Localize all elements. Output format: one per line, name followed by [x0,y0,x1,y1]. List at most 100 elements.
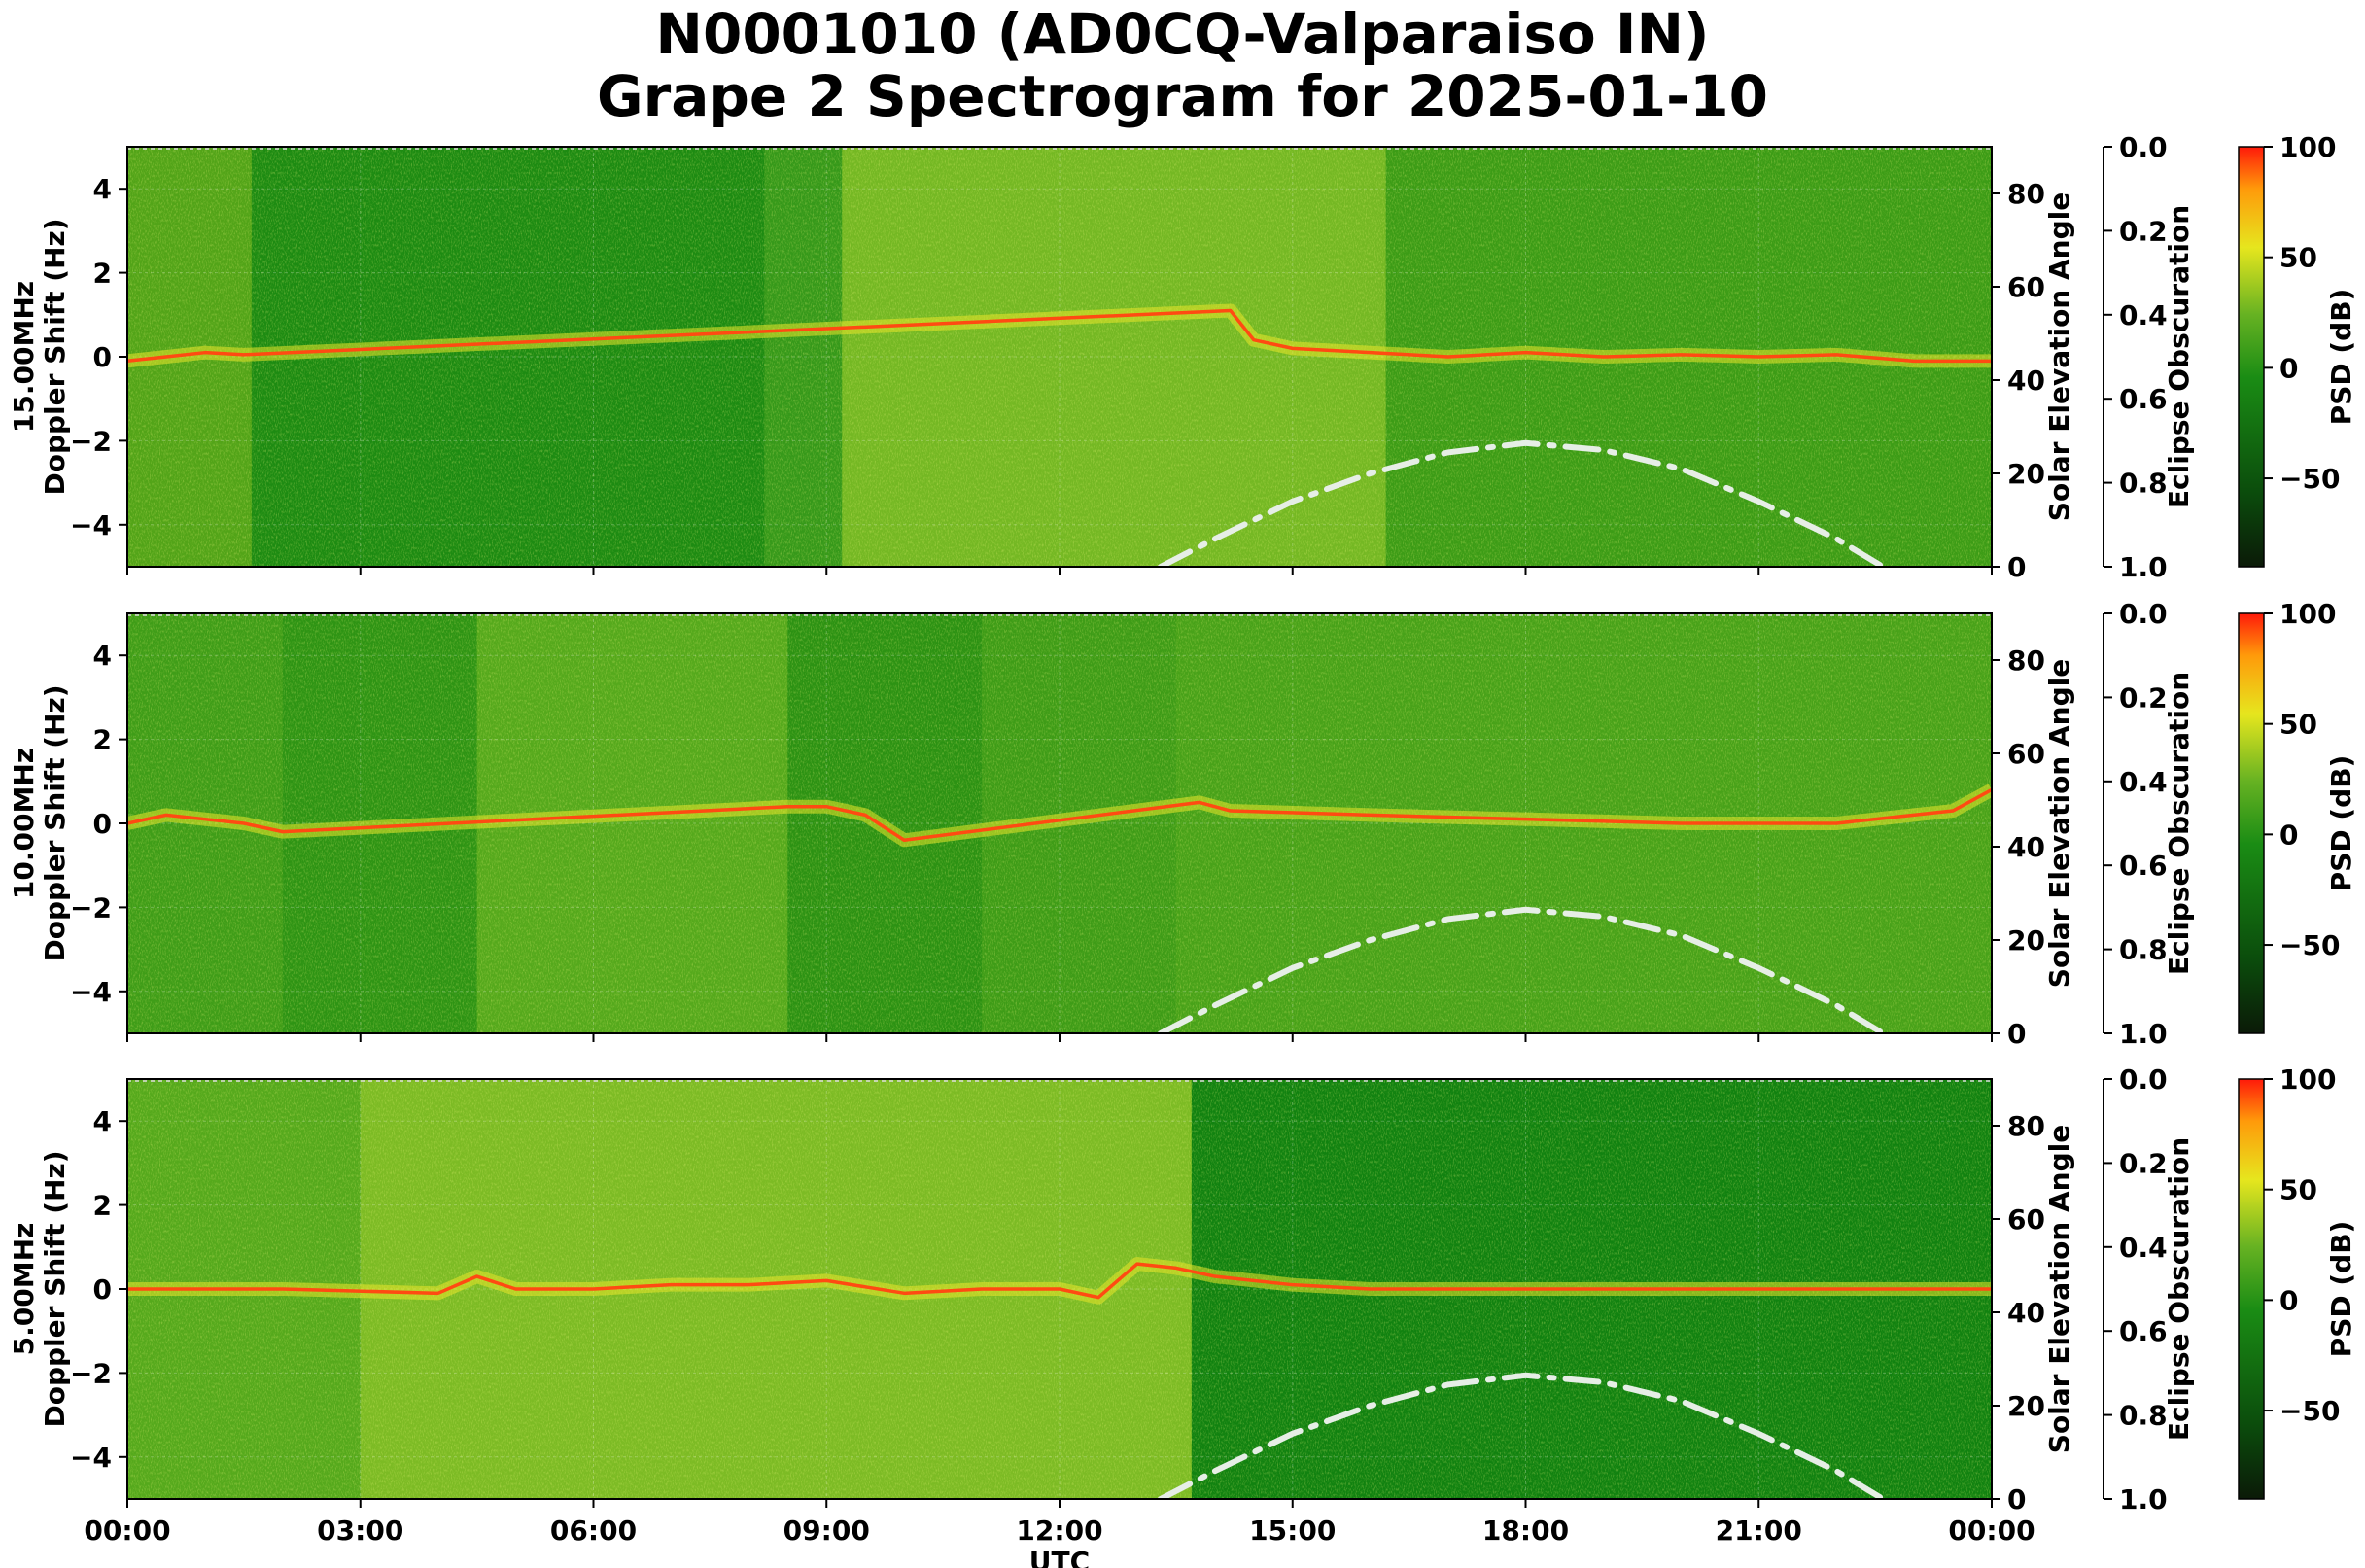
y-tick-label: 0 [93,341,112,373]
y-tick-label: 0 [93,808,112,840]
y-tick-label: −4 [70,1442,112,1474]
x-tick-label: 12:00 [1016,1515,1102,1547]
y2-tick-label: 60 [2007,271,2045,303]
solar-elevation-curve [1157,1372,1887,1499]
eclipse-tick-label: 0.6 [2119,850,2168,882]
eclipse-tick-label: 0.4 [2119,1232,2168,1264]
colorbar-tick-label: 100 [2279,598,2336,630]
colorbar-tick-label: 0 [2279,1284,2298,1316]
y-tick-label: 2 [93,724,112,756]
y2-tick-label: 20 [2007,1390,2045,1422]
doppler-trace [127,1262,1992,1300]
y2-tick-label: 20 [2007,924,2045,957]
x-tick-label: 18:00 [1482,1515,1569,1547]
colorbar-tick-label: 100 [2279,131,2336,163]
y2-tick-label: 60 [2007,1203,2045,1236]
chart-title-line-1: N0001010 (AD0CQ-Valparaiso IN) [655,1,1710,67]
x-tick-label: 21:00 [1716,1515,1802,1547]
x-tick-label: 03:00 [317,1515,403,1547]
y-tick-label: −2 [70,425,112,457]
eclipse-tick-label: 0.2 [2119,681,2168,714]
y-tick-label: 0 [93,1273,112,1306]
eclipse-axis-label: Eclipse Obscuration [2163,672,2195,975]
y-axis-label: 5.00MHzDoppler Shift (Hz) [8,1150,71,1427]
x-tick-label: 00:00 [84,1515,170,1547]
y2-tick-label: 40 [2007,831,2045,863]
eclipse-tick-label: 1.0 [2119,1483,2168,1516]
eclipse-tick-label: 0.2 [2119,1147,2168,1179]
spectrogram-plot-area [127,613,1992,1033]
colorbar-label: PSD (dB) [2325,755,2357,892]
eclipse-tick-label: 0.0 [2119,131,2168,163]
colorbar-tick-label: 100 [2279,1063,2336,1096]
y-tick-label: 4 [93,173,112,205]
doppler-trace [127,308,1992,364]
colorbar-tick-label: −50 [2279,463,2340,495]
y-tick-label: 2 [93,1190,112,1222]
y2-tick-label: 40 [2007,365,2045,397]
colorbar-tick-label: 50 [2279,1174,2317,1206]
colorbar-label: PSD (dB) [2325,1221,2357,1358]
solar-elevation-curve [1157,906,1887,1033]
eclipse-tick-label: 0.4 [2119,299,2168,331]
panel-5.00MHz: −4 −2 0 2 4 5.00MHzDoppler Shift (Hz) 0 20 40 60 8… [8,1063,2357,1568]
eclipse-tick-label: 0.0 [2119,1063,2168,1096]
y-tick-label: 4 [93,640,112,672]
eclipse-tick-label: 0.8 [2119,934,2168,966]
y-tick-label: −4 [70,976,112,1008]
solar-elevation-curve [1157,439,1887,567]
eclipse-tick-label: 0.6 [2119,1315,2168,1347]
y2-tick-label: 0 [2007,1018,2026,1050]
psd-colorbar [2238,1078,2265,1500]
psd-colorbar [2238,146,2265,568]
x-tick-label: 06:00 [550,1515,637,1547]
panel-15.00MHz: −4 −2 0 2 4 15.00MHzDoppler Shift (Hz) 0 20 40 60… [8,131,2357,583]
y-tick-label: −4 [70,509,112,541]
y2-tick-label: 80 [2007,1110,2045,1142]
colorbar-tick-label: 50 [2279,242,2317,274]
eclipse-tick-label: 0.0 [2119,598,2168,630]
eclipse-tick-label: 0.6 [2119,383,2168,415]
y-axis-label: 10.00MHzDoppler Shift (Hz) [8,684,71,961]
x-axis-label: UTC [1029,1546,1090,1568]
chart-title-line-2: Grape 2 Spectrogram for 2025-01-10 [597,63,1768,129]
colorbar-tick-label: 50 [2279,709,2317,741]
y2-tick-label: 60 [2007,738,2045,770]
y-tick-label: −2 [70,891,112,923]
y-tick-label: −2 [70,1357,112,1389]
colorbar-tick-label: 0 [2279,352,2298,384]
x-tick-label: 15:00 [1249,1515,1336,1547]
eclipse-tick-label: 0.8 [2119,1400,2168,1432]
eclipse-tick-label: 1.0 [2119,551,2168,583]
eclipse-tick-label: 1.0 [2119,1018,2168,1050]
colorbar-tick-label: −50 [2279,1395,2340,1427]
eclipse-axis-label: Eclipse Obscuration [2163,205,2195,508]
eclipse-tick-label: 0.4 [2119,766,2168,798]
y-tick-label: 2 [93,258,112,290]
y2-tick-label: 20 [2007,458,2045,490]
y2-tick-label: 0 [2007,551,2026,583]
doppler-trace [127,787,1992,843]
y2-tick-label: 40 [2007,1297,2045,1329]
y2-tick-label: 80 [2007,645,2045,677]
spectrogram-plot-area [127,1079,1992,1499]
solar-elevation-axis-label: Solar Elevation Angle [2043,659,2075,988]
x-tick-label: 00:00 [1948,1515,2035,1547]
solar-elevation-axis-label: Solar Elevation Angle [2043,1125,2075,1453]
eclipse-tick-label: 0.2 [2119,215,2168,247]
colorbar-tick-label: 0 [2279,819,2298,851]
y2-tick-label: 80 [2007,178,2045,210]
spectrogram-plot-area [127,147,1992,567]
colorbar-tick-label: −50 [2279,929,2340,961]
x-tick-label: 09:00 [783,1515,870,1547]
psd-colorbar [2238,612,2265,1034]
panel-10.00MHz: −4 −2 0 2 4 10.00MHzDoppler Shift (Hz) 0 20 40 60… [8,598,2357,1050]
y-axis-label: 15.00MHzDoppler Shift (Hz) [8,218,71,495]
eclipse-tick-label: 0.8 [2119,468,2168,500]
y2-tick-label: 0 [2007,1483,2026,1516]
y-tick-label: 4 [93,1105,112,1137]
eclipse-axis-label: Eclipse Obscuration [2163,1137,2195,1441]
solar-elevation-axis-label: Solar Elevation Angle [2043,192,2075,521]
colorbar-label: PSD (dB) [2325,289,2357,426]
